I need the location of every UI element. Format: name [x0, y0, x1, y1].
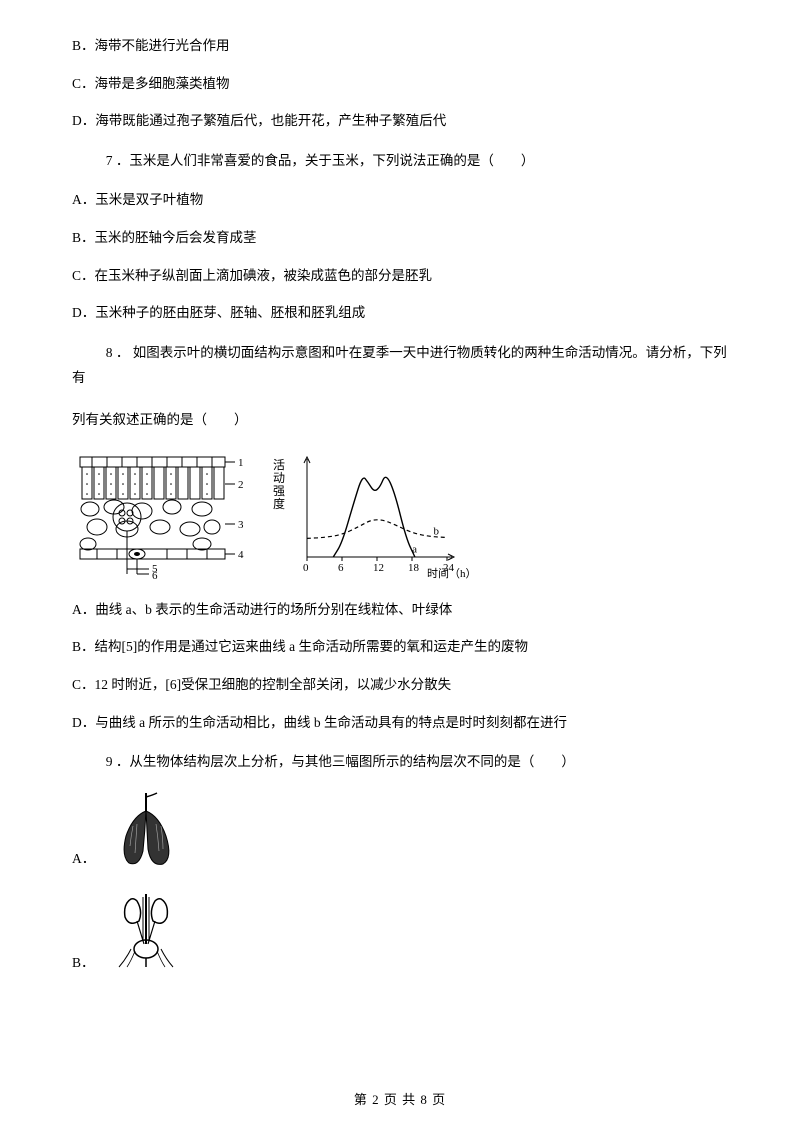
q6-option-b: B．海带不能进行光合作用	[72, 35, 728, 57]
q7-option-d: D．玉米种子的胚由胚芽、胚轴、胚根和胚乳组成	[72, 302, 728, 324]
chart-xlabel: 时间（h）	[427, 567, 477, 579]
q8-option-d: D．与曲线 a 所示的生命活动相比，曲线 b 生命活动具有的特点是时时刻刻都在进…	[72, 712, 728, 734]
q7-stem: 7 ．玉米是人们非常喜爱的食品，关于玉米，下列说法正确的是（ ）	[72, 148, 728, 174]
q8-figures: 1 2 3 4 5 6 活动强度 06121824 时间（h）	[72, 449, 728, 579]
q9-option-b-label: B．	[72, 951, 95, 973]
q9-option-a-row: A．	[72, 791, 728, 869]
leaf-label-4: 4	[238, 549, 244, 561]
leaf-cross-section-diagram: 1 2 3 4 5 6	[72, 449, 247, 579]
svg-text:12: 12	[373, 562, 384, 574]
leaf-label-1: 1	[238, 457, 244, 469]
q6-option-d: D．海带既能通过孢子繁殖后代，也能开花，产生种子繁殖后代	[72, 110, 728, 132]
q7-option-b: B．玉米的胚轴今后会发育成茎	[72, 227, 728, 249]
leaf-label-2: 2	[238, 479, 244, 491]
svg-text:6: 6	[338, 562, 344, 574]
chart-ylabel: 活动强度	[273, 458, 285, 511]
q9-stem: 9 ．从生物体结构层次上分析，与其他三幅图所示的结构层次不同的是（ ）	[72, 749, 728, 775]
leaf-label-6: 6	[152, 570, 158, 579]
q9-option-b-row: B．	[72, 883, 728, 973]
q7-option-a: A．玉米是双子叶植物	[72, 189, 728, 211]
q8-option-c: C．12 时附近，[6]受保卫细胞的控制全部关闭，以减少水分散失	[72, 674, 728, 696]
page-footer: 第 2 页 共 8 页	[0, 1089, 800, 1108]
q8-option-a: A．曲线 a、b 表示的生命活动进行的场所分别在线粒体、叶绿体	[72, 599, 728, 621]
q8-stem: 8 ． 如图表示叶的横切面结构示意图和叶在夏季一天中进行物质转化的两种生命活动情…	[72, 340, 728, 391]
svg-text:0: 0	[303, 562, 309, 574]
urinary-system-icon	[101, 883, 191, 973]
q8-stem-cont: 列有关叙述正确的是（ ）	[72, 407, 728, 433]
svg-text:18: 18	[408, 562, 420, 574]
activity-chart: 活动强度 06121824 时间（h） a b	[267, 449, 477, 579]
q8-option-b: B．结构[5]的作用是通过它运来曲线 a 生命活动所需要的氧和运走产生的废物	[72, 636, 728, 658]
chart-label-b: b	[434, 525, 440, 537]
q6-option-c: C．海带是多细胞藻类植物	[72, 73, 728, 95]
chart-label-a: a	[412, 543, 417, 555]
q9-option-a-label: A．	[72, 847, 95, 869]
q7-option-c: C．在玉米种子纵剖面上滴加碘液，被染成蓝色的部分是胚乳	[72, 265, 728, 287]
leaf-label-3: 3	[238, 519, 244, 531]
lungs-icon	[101, 791, 191, 869]
